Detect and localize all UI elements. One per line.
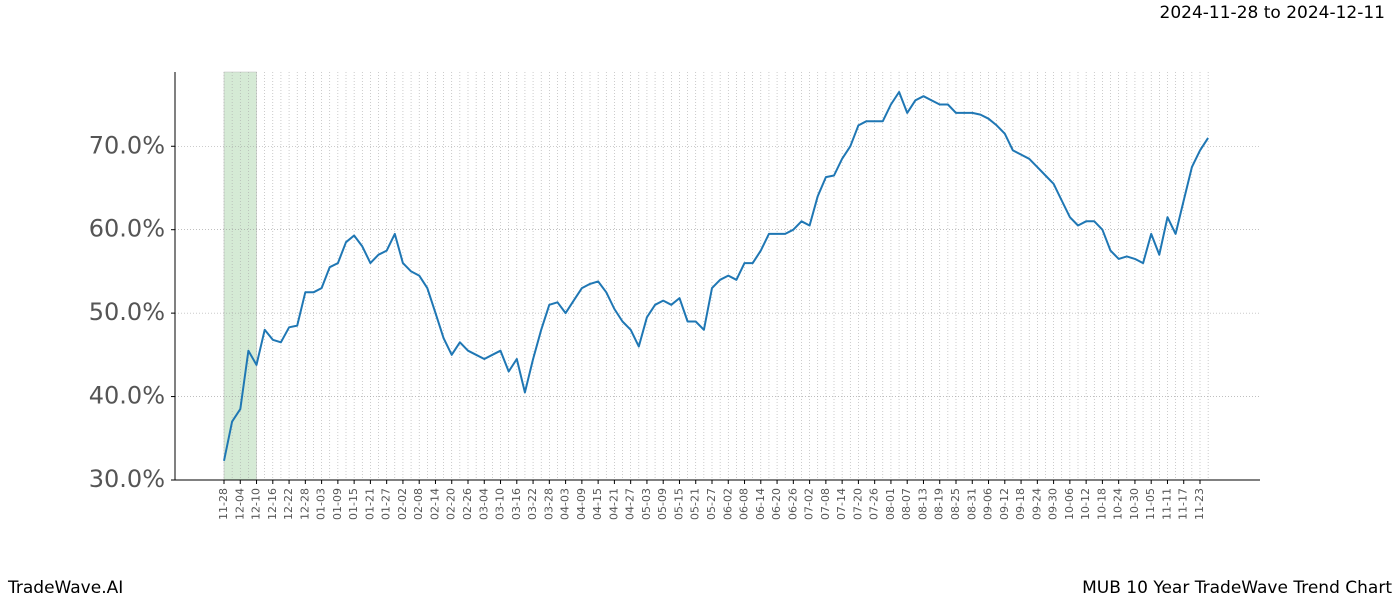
y-tick-label: 40.0% [89,382,165,410]
x-tick-label: 05-15 [672,488,685,520]
x-tick-label: 07-26 [868,488,881,520]
x-tick-label: 03-22 [526,488,539,520]
x-tick-label: 08-07 [900,488,913,520]
x-tick-label: 04-09 [575,488,588,520]
x-tick-label: 08-25 [949,488,962,520]
x-tick-label: 12-16 [266,488,279,520]
x-tick-label: 09-06 [982,488,995,520]
x-tick-label: 09-12 [998,488,1011,520]
x-tick-label: 07-20 [851,488,864,520]
x-tick-label: 01-09 [331,488,344,520]
x-tick-label: 04-15 [591,488,604,520]
x-tick-label: 09-18 [1014,488,1027,520]
x-tick-label: 12-22 [282,488,295,520]
x-tick-label: 03-04 [477,488,490,520]
y-tick-label: 30.0% [89,465,165,493]
x-tick-label: 01-27 [380,488,393,520]
x-tick-label: 02-20 [445,488,458,520]
x-tick-label: 06-02 [721,488,734,520]
x-tick-label: 10-06 [1063,488,1076,520]
x-tick-label: 04-27 [624,488,637,520]
x-tick-label: 03-16 [510,488,523,520]
x-tick-label: 09-30 [1047,488,1060,520]
x-tick-label: 01-03 [315,488,328,520]
x-tick-label: 01-15 [347,488,360,520]
x-tick-label: 02-14 [428,488,441,520]
x-tick-label: 05-09 [656,488,669,520]
x-tick-label: 02-02 [396,488,409,520]
x-tick-label: 01-21 [363,488,376,520]
x-tick-label: 06-14 [754,488,767,520]
series-line [223,91,1209,462]
x-tick-label: 10-24 [1112,488,1125,520]
x-tick-label: 12-10 [250,488,263,520]
x-tick-label: 09-24 [1030,488,1043,520]
x-tick-label: 08-01 [884,488,897,520]
x-tick-label: 02-08 [412,488,425,520]
x-tick-label: 05-27 [705,488,718,520]
x-tick-label: 11-28 [217,488,230,520]
x-tick-label: 07-14 [835,488,848,520]
subtitle: 2024-11-28 to 2024-12-11 [1160,3,1385,23]
x-tick-label: 10-18 [1095,488,1108,520]
x-tick-label: 03-10 [494,488,507,520]
x-tick-label: 03-28 [542,488,555,520]
x-tick-label: 04-03 [559,488,572,520]
x-tick-label: 10-12 [1079,488,1092,520]
x-tick-label: 08-13 [916,488,929,520]
x-tick-label: 07-08 [819,488,832,520]
x-tick-label: 02-26 [461,488,474,520]
x-tick-label: 06-26 [786,488,799,520]
y-tick-label: 60.0% [89,215,165,243]
x-tick-label: 11-05 [1144,488,1157,520]
x-tick-label: 11-23 [1193,488,1206,520]
y-tick-label: 50.0% [89,298,165,326]
y-tick-label: 70.0% [89,131,165,159]
x-tick-label: 06-08 [738,488,751,520]
x-tick-label: 11-17 [1177,488,1190,520]
x-tick-label: 04-21 [607,488,620,520]
x-tick-label: 08-19 [933,488,946,520]
x-tick-label: 07-02 [803,488,816,520]
x-tick-label: 08-31 [965,488,978,520]
x-tick-label: 12-28 [298,488,311,520]
x-tick-label: 10-30 [1128,488,1141,520]
x-tick-label: 05-21 [689,488,702,520]
x-tick-label: 11-11 [1160,488,1173,520]
x-tick-label: 12-04 [233,488,246,520]
x-tick-label: 05-03 [640,488,653,520]
x-tick-label: 06-20 [770,488,783,520]
footer-right: MUB 10 Year TradeWave Trend Chart [1082,578,1392,598]
footer-left: TradeWave.AI [7,578,123,598]
